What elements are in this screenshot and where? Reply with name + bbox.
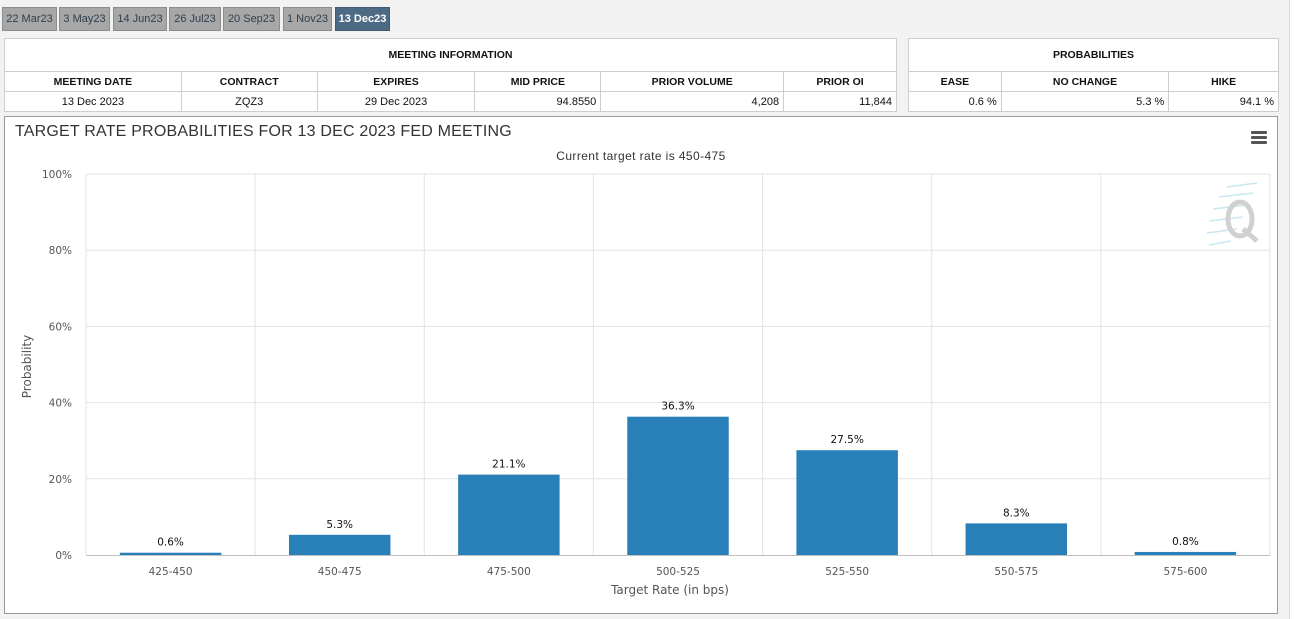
data-label: 0.8% xyxy=(1172,536,1199,548)
hamburger-menu-icon[interactable] xyxy=(1251,131,1267,144)
x-tick-label: 550-575 xyxy=(994,566,1038,578)
tab-26-jul23[interactable]: 26 Jul23 xyxy=(169,7,221,31)
chart-subtitle: Current target rate is 450-475 xyxy=(556,149,726,163)
tab-22-mar23[interactable]: 22 Mar23 xyxy=(2,7,57,31)
header-contract: CONTRACT xyxy=(180,71,318,92)
header-expires: EXPIRES xyxy=(316,71,476,92)
x-tick-label: 500-525 xyxy=(656,566,700,578)
cell-prior-volume: 4,208 xyxy=(600,91,785,112)
cell-ease: 0.6 % xyxy=(908,91,1002,112)
cell-hike: 94.1 % xyxy=(1168,91,1279,112)
data-label: 5.3% xyxy=(326,519,353,531)
y-tick-label: 0% xyxy=(55,550,72,562)
probabilities-caption: PROBABILITIES xyxy=(908,38,1279,72)
bar-525-550 xyxy=(796,450,898,555)
header-prior-oi: PRIOR OI xyxy=(783,71,897,92)
chart-panel: TARGET RATE PROBABILITIES FOR 13 DEC 202… xyxy=(4,116,1278,614)
q-logo-watermark xyxy=(1206,182,1259,246)
x-tick-label: 450-475 xyxy=(318,566,362,578)
header-no-change: NO CHANGE xyxy=(1000,71,1170,92)
y-axis-title: Probability xyxy=(20,335,34,398)
bar-450-475 xyxy=(288,534,391,555)
cell-mid-price: 94.8550 xyxy=(474,91,602,112)
header-prior-volume: PRIOR VOLUME xyxy=(600,71,785,92)
chart-title: TARGET RATE PROBABILITIES FOR 13 DEC 202… xyxy=(15,123,512,140)
meeting-info-caption: MEETING INFORMATION xyxy=(4,38,897,72)
meeting-info-table: MEETING INFORMATION MEETING DATE CONTRAC… xyxy=(4,38,897,112)
probabilities-table: PROBABILITIES EASE NO CHANGE HIKE 0.6 % … xyxy=(908,38,1279,112)
data-label: 36.3% xyxy=(661,401,694,413)
data-label: 21.1% xyxy=(492,459,525,471)
bar-425-450 xyxy=(119,552,222,555)
x-axis-title: Target Rate (in bps) xyxy=(610,583,729,597)
bar-475-500 xyxy=(458,474,560,555)
cell-no-change: 5.3 % xyxy=(1000,91,1170,112)
tab-13-dec23[interactable]: 13 Dec23 xyxy=(335,7,390,31)
header-hike: HIKE xyxy=(1168,71,1279,92)
cell-prior-oi: 11,844 xyxy=(783,91,897,112)
bar-500-525 xyxy=(627,416,729,555)
x-tick-label: 475-500 xyxy=(487,566,531,578)
tab-14-jun23[interactable]: 14 Jun23 xyxy=(113,7,167,31)
bar-550-575 xyxy=(965,523,1068,555)
tab-1-nov23[interactable]: 1 Nov23 xyxy=(283,7,332,31)
y-tick-label: 100% xyxy=(42,169,72,181)
header-mid-price: MID PRICE xyxy=(474,71,602,92)
bar-575-600 xyxy=(1134,551,1237,555)
data-label: 27.5% xyxy=(830,434,863,446)
y-tick-label: 40% xyxy=(49,398,72,410)
header-meeting-date: MEETING DATE xyxy=(4,71,182,92)
cell-contract: ZQZ3 xyxy=(180,91,318,112)
x-tick-label: 425-450 xyxy=(149,566,193,578)
tab-3-may23[interactable]: 3 May23 xyxy=(59,7,110,31)
tab-20-sep23[interactable]: 20 Sep23 xyxy=(223,7,280,31)
cell-meeting-date: 13 Dec 2023 xyxy=(4,91,182,112)
data-label: 0.6% xyxy=(157,537,184,549)
y-tick-label: 20% xyxy=(49,474,72,486)
cell-expires: 29 Dec 2023 xyxy=(316,91,476,112)
y-tick-label: 80% xyxy=(49,245,72,257)
x-tick-label: 525-550 xyxy=(825,566,869,578)
x-tick-label: 575-600 xyxy=(1163,566,1207,578)
bar-chart: 0% 20% 40% 60% 80% 100% 0.6% 425-450 5.3% 450-475… xyxy=(20,169,1271,597)
header-ease: EASE xyxy=(908,71,1002,92)
y-tick-label: 60% xyxy=(49,321,72,333)
data-label: 8.3% xyxy=(1003,507,1030,519)
